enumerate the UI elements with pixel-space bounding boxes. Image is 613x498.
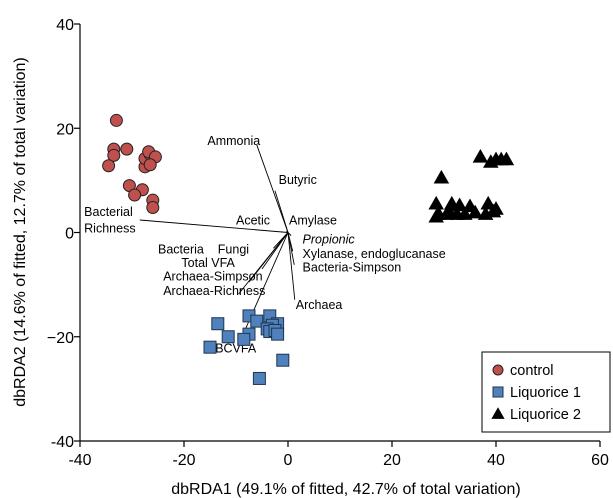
x-tick-label: 0 xyxy=(284,452,293,469)
data-point xyxy=(102,159,116,173)
data-point xyxy=(451,197,468,212)
legend-label: Liquorice 1 xyxy=(510,385,581,401)
vector-line xyxy=(286,230,289,233)
data-point xyxy=(428,208,444,223)
vector-line xyxy=(274,190,289,233)
vector-label: Ammonia xyxy=(207,134,260,148)
data-point xyxy=(143,158,157,172)
y-tick-label: 20 xyxy=(56,121,74,138)
legend-marker xyxy=(491,407,505,419)
vector-line xyxy=(238,232,289,295)
vector-label: Amylase xyxy=(289,214,337,228)
y-tick-label: 40 xyxy=(56,17,74,34)
data-point xyxy=(109,113,123,127)
vector-label: Xylanase, endoglucanase xyxy=(303,247,446,261)
data-point xyxy=(472,149,489,163)
x-tick-label: -20 xyxy=(172,452,195,469)
points-layer xyxy=(102,113,515,385)
legend: control Liquorice 1 Liquorice 2 xyxy=(481,351,611,433)
x-axis-title: dbRDA1 (49.1% of fitted, 42.7% of total … xyxy=(171,481,521,498)
legend-marker xyxy=(492,364,504,376)
vector-label: Archaea-Richness xyxy=(163,284,265,298)
vector-label: Richness xyxy=(84,222,135,236)
axes: -40 −20 0 20 40 -40 -20 0 20 40 60 xyxy=(47,17,609,469)
data-point xyxy=(211,317,225,331)
data-point xyxy=(128,188,142,202)
data-point xyxy=(467,204,483,219)
data-point xyxy=(480,195,496,210)
vector-label: Propionic xyxy=(303,232,356,246)
vector-line xyxy=(256,144,289,233)
vector-layer: Ammonia Butyric Bacterial Richness Acetic Amy… xyxy=(84,134,446,355)
legend-label: control xyxy=(510,363,554,379)
vector-line xyxy=(238,232,289,345)
vector-label: Bacterial xyxy=(84,205,133,219)
data-point xyxy=(433,169,450,184)
data-point xyxy=(237,332,251,346)
vector-label: Fungi xyxy=(218,242,249,256)
data-point xyxy=(271,327,285,341)
vector-label: Acetic xyxy=(236,214,270,228)
data-point xyxy=(276,353,290,367)
y-tick-label: −20 xyxy=(47,330,74,347)
x-tick-label: -40 xyxy=(68,452,91,469)
y-tick-label: 0 xyxy=(65,226,74,243)
legend-label: Liquorice 2 xyxy=(510,407,581,423)
vector-label: Archaea xyxy=(296,298,343,312)
data-point xyxy=(488,201,504,215)
x-tick-label: 40 xyxy=(487,452,505,469)
legend-marker xyxy=(492,386,504,398)
x-tick-label: 20 xyxy=(383,452,401,469)
data-point xyxy=(252,371,266,385)
data-point xyxy=(203,340,217,354)
data-point xyxy=(457,206,473,220)
data-point xyxy=(120,142,134,156)
y-tick-label: -40 xyxy=(51,434,74,451)
data-point xyxy=(146,200,160,214)
vector-line xyxy=(287,232,295,265)
vector-line xyxy=(287,232,296,300)
vector-label: Archaea-Simpson xyxy=(163,269,262,283)
data-point xyxy=(250,314,264,328)
data-point xyxy=(498,151,515,166)
vector-label: Total VFA xyxy=(181,256,235,270)
data-point xyxy=(441,203,457,218)
x-tick-label: 60 xyxy=(591,452,609,469)
data-point xyxy=(221,330,235,344)
data-point xyxy=(107,148,121,162)
vector-line xyxy=(139,219,289,233)
y-axis-title: dbRDA2 (14.6% of fitted, 12.7% of total … xyxy=(12,57,29,407)
data-point xyxy=(428,195,444,210)
vector-label: Butyric xyxy=(279,173,317,187)
vector-label: Bacteria xyxy=(158,242,204,256)
vector-label: BCVFA xyxy=(215,341,257,355)
vector-label: Bacteria-Simpson xyxy=(303,261,402,275)
